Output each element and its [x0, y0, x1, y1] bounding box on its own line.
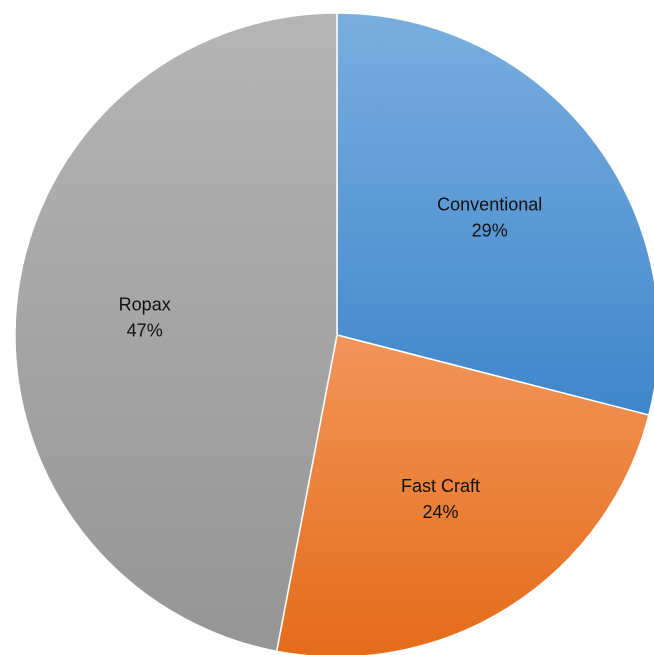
pie-labels: Conventional 29% Fast Craft 24% Ropax 47%: [119, 194, 543, 521]
slice-value-ropax: 47%: [127, 321, 163, 341]
slice-fast-craft: [275, 334, 650, 655]
slice-label-fast-craft: Fast Craft: [401, 476, 480, 496]
slice-ropax: [14, 12, 338, 653]
slice-label-ropax: Ropax: [119, 295, 171, 315]
slice-value-conventional: 29%: [472, 220, 508, 240]
slice-value-fast-craft: 24%: [422, 502, 458, 522]
pie-slices: [14, 12, 654, 655]
slice-label-conventional: Conventional: [437, 194, 542, 214]
slice-conventional: [336, 12, 654, 416]
